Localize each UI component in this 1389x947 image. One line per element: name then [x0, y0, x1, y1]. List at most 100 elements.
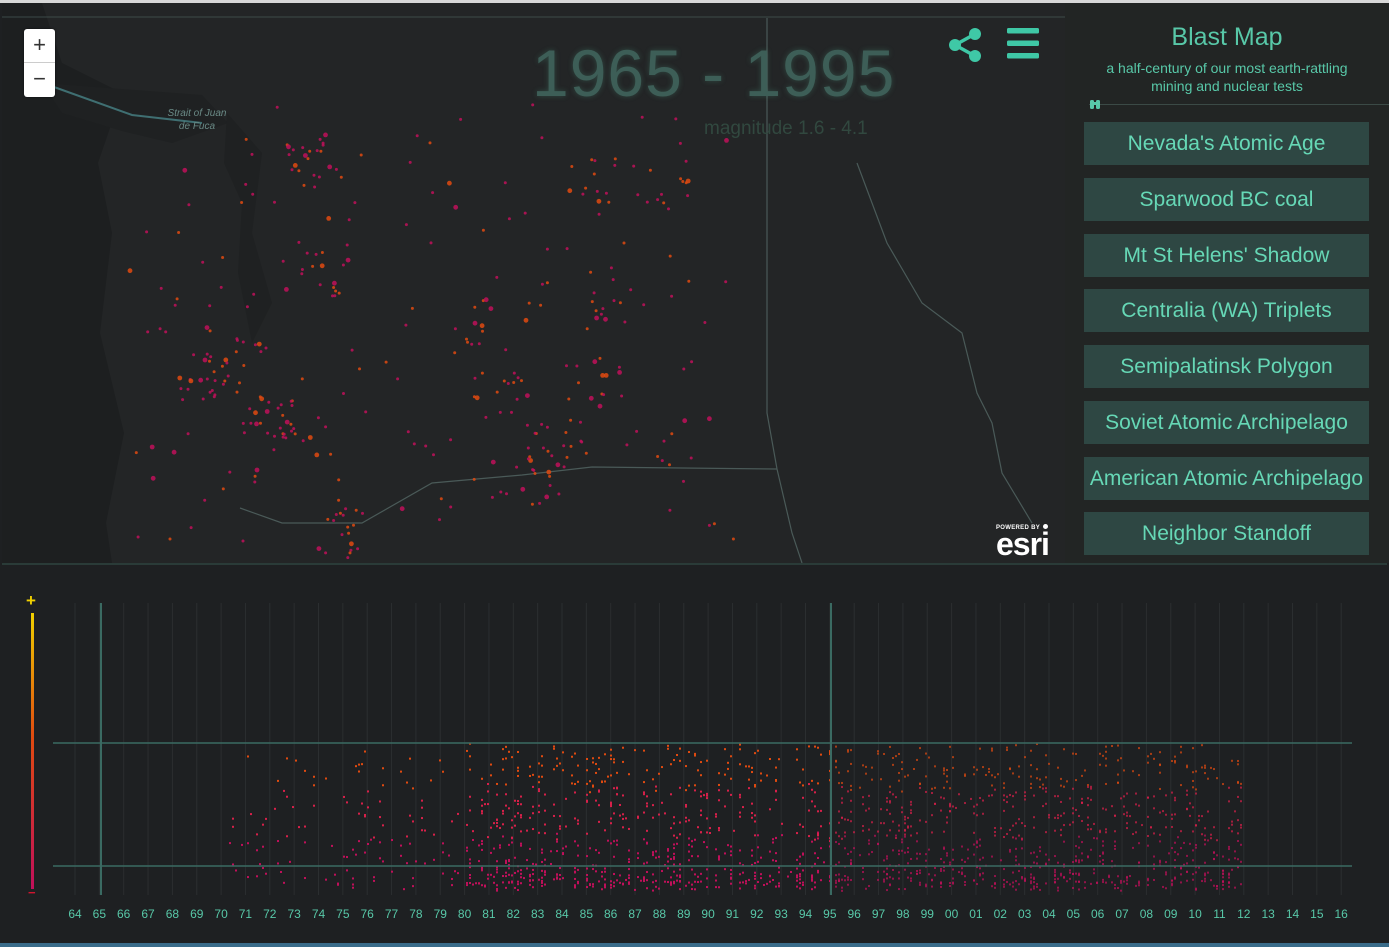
timeline-dot [1213, 857, 1215, 860]
timeline-dot [961, 867, 963, 870]
timeline-dot [616, 771, 618, 774]
timeline-dot [886, 834, 888, 837]
timeline-dot [904, 775, 906, 778]
timeline-dot [586, 877, 588, 880]
story-button-semipalatinsk[interactable]: Semipalatinsk Polygon [1084, 345, 1369, 388]
timeline-dot [949, 745, 951, 748]
map-event-dots [127, 103, 735, 560]
timeline-dot [685, 805, 687, 808]
timeline-dot [1021, 877, 1023, 880]
timeline-dot [1237, 819, 1239, 822]
map-canvas[interactable] [2, 3, 1065, 563]
timeline-dot [1159, 833, 1161, 836]
timeline-dot [715, 848, 717, 851]
timeline-dot [1069, 869, 1071, 872]
timeline-dot [544, 873, 546, 876]
timeline-dot [754, 862, 756, 865]
esri-attribution[interactable]: POWERED BY esri [996, 524, 1050, 560]
map-event-dot [287, 153, 291, 157]
timeline-dot [373, 876, 375, 879]
timeline-dot [1201, 880, 1203, 883]
map-view[interactable]: + − Strait of Juan de Fuca 1965 - 1995 m… [2, 3, 1065, 563]
timeline-dot [1072, 812, 1074, 815]
timeline-dot [379, 841, 381, 844]
timeline-dot [1153, 757, 1155, 760]
timeline-dot [919, 819, 921, 822]
timeline-dot [478, 882, 480, 885]
timeline-dot [739, 748, 741, 751]
timeline-dot [541, 869, 543, 872]
timeline-dot [718, 783, 720, 786]
map-event-dot [602, 393, 606, 397]
timeline-dot [574, 870, 576, 873]
timeline-dot [613, 872, 615, 875]
year-label: 69 [190, 907, 204, 921]
zoom-out-button[interactable]: − [33, 66, 46, 91]
timeline-dot [535, 863, 537, 866]
story-button-soviet[interactable]: Soviet Atomic Archipelago [1084, 401, 1369, 444]
timeline-dot [1012, 871, 1014, 874]
timeline-dot [1003, 879, 1005, 882]
timeline-dot [433, 858, 435, 861]
timeline-dot [718, 856, 720, 859]
timeline-dot [1105, 745, 1107, 748]
map-event-dot [636, 193, 640, 197]
share-icon[interactable] [946, 26, 984, 64]
timeline-dot [1018, 863, 1020, 866]
timeline-dot [1063, 748, 1065, 751]
map-event-dot [332, 519, 336, 522]
timeline-dot [943, 797, 945, 800]
timeline-dot [559, 873, 561, 876]
story-button-st-helens[interactable]: Mt St Helens' Shadow [1084, 234, 1369, 277]
timeline-dot [673, 834, 675, 837]
timeline-dot [1045, 831, 1047, 834]
timeline-dot [1015, 847, 1017, 850]
timeline-dot [1012, 824, 1014, 827]
timeline-dot [676, 753, 678, 756]
story-button-american[interactable]: American Atomic Archipelago [1084, 457, 1369, 500]
timeline-dot [586, 886, 588, 889]
map-event-dot [540, 282, 544, 286]
timeline-dot [964, 881, 966, 884]
timeline-dot [526, 867, 528, 870]
map-event-dot [342, 392, 345, 395]
timeline-dot [673, 856, 675, 859]
timeline-dot [637, 852, 639, 855]
zoom-in-button[interactable]: + [24, 29, 55, 63]
timeline-dot [1111, 860, 1113, 863]
timeline-dot [1240, 786, 1242, 789]
menu-icon[interactable] [1006, 27, 1040, 61]
timeline-event-dots [229, 742, 1242, 892]
map-event-dot [187, 203, 191, 207]
story-button-nevada[interactable]: Nevada's Atomic Age [1084, 122, 1369, 165]
timeline-dot [910, 825, 912, 828]
timeline-dot [667, 881, 669, 884]
timeline-dot [1180, 745, 1182, 748]
timeline-dot [706, 886, 708, 889]
story-button-neighbor[interactable]: Neighbor Standoff [1084, 512, 1369, 555]
timeline-dot [508, 873, 510, 876]
timeline-dot [1207, 839, 1209, 842]
timeline-dot [451, 884, 453, 887]
timeline-dot [502, 768, 504, 771]
timeline-dot [772, 838, 774, 841]
map-event-dot [545, 247, 549, 251]
year-label: 86 [604, 907, 618, 921]
story-button-centralia[interactable]: Centralia (WA) Triplets [1084, 289, 1369, 332]
timeline-canvas[interactable] [2, 565, 1387, 943]
timeline-dot [877, 750, 879, 753]
timeline-chart[interactable]: + − 64 65 66 67 68 69 70 71 72 73 74 75 76 77 78 79 80 81… [2, 563, 1387, 945]
timeline-dot [1003, 782, 1005, 785]
timeline-dot [1186, 854, 1188, 857]
timeline-dot [1117, 886, 1119, 889]
map-event-dot [284, 436, 288, 440]
timeline-dot [628, 881, 630, 884]
timeline-dot [964, 883, 966, 886]
timeline-dot [901, 790, 903, 793]
map-event-dot [613, 163, 617, 167]
map-event-dot [490, 459, 496, 465]
timeline-dot [1120, 881, 1122, 884]
story-button-sparwood[interactable]: Sparwood BC coal [1084, 178, 1369, 221]
timeline-dot [622, 813, 624, 816]
timeline-dot [997, 773, 999, 776]
